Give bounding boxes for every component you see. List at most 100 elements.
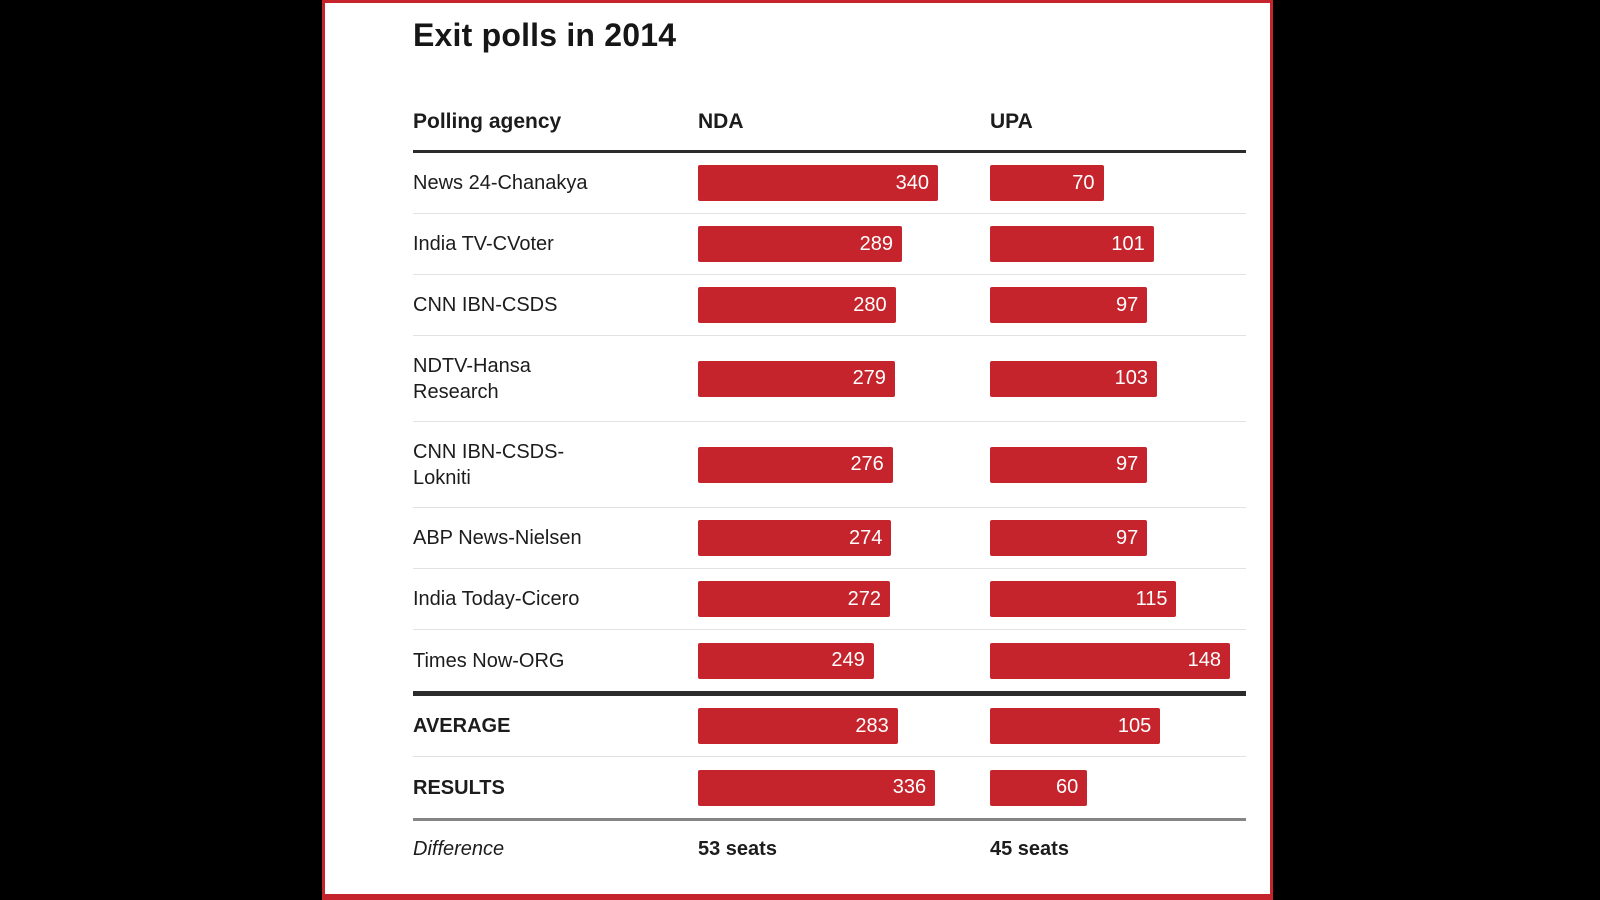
upa-bar-cell: 105 xyxy=(990,708,1246,744)
upa-bar: 97 xyxy=(990,287,1148,323)
upa-value: 70 xyxy=(1072,171,1095,194)
chart-card: Exit polls in 2014 Polling agency NDA UP… xyxy=(322,0,1273,900)
table-row: India Today-Cicero 272 115 xyxy=(413,569,1246,630)
nda-bar-track: 283 xyxy=(698,708,938,744)
nda-bar-cell: 283 xyxy=(698,708,990,744)
nda-bar-track: 340 xyxy=(698,165,938,201)
nda-value: 272 xyxy=(847,587,881,610)
chart-title: Exit polls in 2014 xyxy=(413,17,677,53)
nda-value: 336 xyxy=(892,776,927,798)
upa-bar-track: 101 xyxy=(990,226,1230,262)
upa-bar: 115 xyxy=(990,581,1177,617)
upa-value: 115 xyxy=(1135,587,1168,610)
agency-label: AVERAGE xyxy=(413,715,511,737)
upa-bar-track: 103 xyxy=(990,360,1230,397)
upa-value: 105 xyxy=(1117,714,1152,737)
nda-bar-cell: 276 xyxy=(698,446,990,483)
upa-bar-cell: 148 xyxy=(990,642,1246,679)
upa-bar-cell: 60 xyxy=(990,769,1246,806)
upa-bar-track: 60 xyxy=(990,769,1230,806)
upa-value: 97 xyxy=(1116,526,1139,549)
nda-bar-cell: 289 xyxy=(698,226,990,262)
summary-section: AVERAGE 283 105 RESULTS 336 xyxy=(413,691,1246,818)
nda-bar-cell: 280 xyxy=(698,287,990,323)
nda-bar-track: 249 xyxy=(698,642,938,679)
upa-bar-cell: 115 xyxy=(990,581,1246,617)
upa-bar-track: 97 xyxy=(990,287,1230,323)
nda-bar: 274 xyxy=(698,520,892,556)
table-row: NDTV-Hansa Research 279 103 xyxy=(413,336,1246,422)
nda-bar-cell: 336 xyxy=(698,769,990,806)
nda-bar-track: 336 xyxy=(698,769,938,806)
upa-value: 103 xyxy=(1114,367,1149,389)
upa-value: 101 xyxy=(1111,232,1145,255)
nda-bar: 272 xyxy=(698,581,890,617)
upa-bar-cell: 103 xyxy=(990,360,1246,397)
upa-value: 148 xyxy=(1187,649,1221,671)
nda-value: 340 xyxy=(895,171,929,194)
nda-bar-track: 272 xyxy=(698,581,938,617)
nda-bar: 249 xyxy=(698,642,874,679)
upa-bar-cell: 97 xyxy=(990,287,1246,323)
difference-nda-value: 53 seats xyxy=(698,838,777,860)
agency-label: RESULTS xyxy=(413,776,505,799)
nda-value: 249 xyxy=(831,649,865,671)
table-row: News 24-Chanakya 340 70 xyxy=(413,153,1246,214)
upa-bar: 148 xyxy=(990,642,1230,679)
agency-label: News 24-Chanakya xyxy=(413,172,588,194)
table-row: Times Now-ORG 249 148 xyxy=(413,630,1246,691)
nda-bar-cell: 272 xyxy=(698,581,990,617)
upa-bar: 97 xyxy=(990,446,1148,483)
nda-value: 280 xyxy=(853,293,887,316)
difference-label: Difference xyxy=(413,838,505,860)
upa-value: 97 xyxy=(1116,453,1139,475)
upa-bar-track: 105 xyxy=(990,708,1230,744)
upa-bar-cell: 101 xyxy=(990,226,1246,262)
upa-bar-cell: 97 xyxy=(990,446,1246,483)
col-header-upa: UPA xyxy=(990,110,1033,133)
upa-bar: 97 xyxy=(990,520,1148,556)
nda-value: 283 xyxy=(855,714,889,737)
nda-bar-cell: 274 xyxy=(698,520,990,556)
col-header-nda: NDA xyxy=(698,110,744,133)
nda-value: 279 xyxy=(852,367,886,389)
table-row: RESULTS 336 60 xyxy=(413,757,1246,818)
upa-bar: 105 xyxy=(990,708,1161,744)
nda-bar: 283 xyxy=(698,708,898,744)
upa-bar-track: 148 xyxy=(990,642,1230,679)
agency-label: ABP News-Nielsen xyxy=(413,527,582,549)
upa-bar-cell: 70 xyxy=(990,165,1246,201)
agency-label: NDTV-Hansa Research xyxy=(413,354,531,403)
nda-bar-track: 276 xyxy=(698,446,938,483)
nda-bar: 276 xyxy=(698,446,893,483)
nda-bar-track: 280 xyxy=(698,287,938,323)
nda-value: 276 xyxy=(850,453,884,475)
upa-bar-cell: 97 xyxy=(990,520,1246,556)
agency-label: CNN IBN-CSDS- Lokniti xyxy=(413,440,565,489)
nda-bar-track: 289 xyxy=(698,226,938,262)
nda-bar: 336 xyxy=(698,769,936,806)
nda-bar: 340 xyxy=(698,165,938,201)
difference-row: Difference 53 seats 45 seats xyxy=(413,818,1246,878)
agency-label: CNN IBN-CSDS xyxy=(413,294,558,316)
table-row: ABP News-Nielsen 274 97 xyxy=(413,508,1246,569)
nda-bar: 280 xyxy=(698,287,896,323)
agency-label: India Today-Cicero xyxy=(413,588,580,610)
upa-value: 97 xyxy=(1116,293,1139,316)
upa-value: 60 xyxy=(1056,776,1079,798)
nda-value: 289 xyxy=(859,232,893,255)
upa-bar: 101 xyxy=(990,226,1154,262)
nda-bar-cell: 249 xyxy=(698,642,990,679)
table-row: India TV-CVoter 289 101 xyxy=(413,214,1246,275)
table-row: CNN IBN-CSDS 280 97 xyxy=(413,275,1246,336)
table-header: Polling agency NDA UPA xyxy=(413,63,1246,153)
difference-upa-value: 45 seats xyxy=(990,838,1069,860)
upa-bar: 60 xyxy=(990,769,1088,806)
nda-bar-cell: 279 xyxy=(698,360,990,397)
nda-bar-track: 279 xyxy=(698,360,938,397)
agency-label: India TV-CVoter xyxy=(413,233,554,255)
nda-bar: 289 xyxy=(698,226,902,262)
agency-label: Times Now-ORG xyxy=(413,649,565,672)
poll-rows-section: News 24-Chanakya 340 70 India TV-CVoter … xyxy=(413,153,1246,691)
